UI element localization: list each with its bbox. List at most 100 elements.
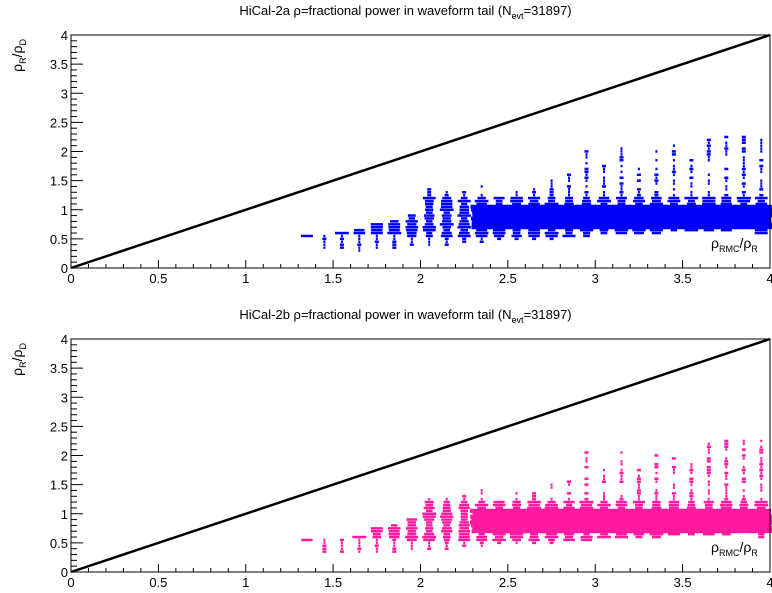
data-point [443, 211, 450, 214]
data-point [619, 176, 624, 179]
data-point [577, 511, 596, 516]
x-tick-label: 4 [766, 575, 772, 590]
data-point [528, 228, 540, 232]
data-point [620, 477, 623, 480]
data-point [749, 213, 772, 218]
data-point [600, 500, 608, 504]
data-point [422, 512, 437, 515]
data-point [751, 508, 771, 513]
data-point [585, 156, 588, 159]
data-point [584, 451, 589, 454]
data-point [687, 199, 695, 203]
data-point [672, 179, 675, 182]
data-point [354, 228, 365, 232]
data-point [558, 529, 580, 534]
data-point [739, 506, 748, 510]
data-point [442, 509, 451, 513]
data-point [580, 535, 593, 539]
data-point [672, 159, 675, 162]
data-point [697, 514, 721, 519]
data-point [581, 202, 592, 206]
data-point [598, 196, 610, 200]
data-point [758, 535, 765, 539]
data-point [393, 541, 396, 545]
data-point [322, 237, 327, 241]
data-point [760, 179, 763, 182]
data-point [425, 205, 433, 209]
data-point [540, 222, 563, 227]
data-point [654, 179, 659, 182]
data-point [750, 526, 772, 531]
data-point [698, 219, 720, 224]
data-point [699, 204, 718, 209]
data-point [733, 514, 754, 519]
x-tick-label: 0.5 [149, 271, 167, 286]
data-column [504, 492, 529, 545]
data-point [507, 222, 526, 227]
chart-title-text: HiCal-2b ρ=fractional power in waveform … [239, 307, 511, 322]
data-point [476, 202, 487, 206]
data-point [550, 179, 553, 182]
data-point [579, 506, 594, 510]
data-point [734, 517, 753, 522]
data-point [541, 204, 563, 209]
data-point [529, 535, 539, 539]
chart-title: HiCal-2b ρ=fractional power in waveform … [239, 307, 571, 325]
data-point [445, 544, 448, 547]
data-column [609, 451, 634, 539]
data-point [635, 202, 643, 206]
data-point [545, 234, 558, 238]
data-point [460, 518, 468, 521]
data-point [627, 526, 651, 531]
data-point [584, 483, 589, 486]
data-point [489, 216, 510, 221]
data-point [681, 520, 702, 525]
data-point [582, 199, 591, 203]
data-point [699, 517, 719, 522]
data-point [579, 228, 594, 232]
data-point [457, 199, 471, 203]
data-point [721, 532, 731, 536]
data-point [352, 535, 367, 539]
data-point [375, 547, 378, 550]
data-point [340, 544, 343, 547]
data-point [654, 173, 659, 176]
data-point [524, 517, 544, 522]
data-point [425, 503, 434, 507]
data-point [742, 159, 745, 162]
y-axis-label-divider: /ρ [9, 45, 25, 57]
data-point [375, 246, 378, 249]
data-point [706, 457, 711, 460]
data-point [471, 219, 492, 224]
data-point [724, 176, 729, 179]
data-point [603, 191, 605, 194]
data-point [668, 196, 680, 200]
data-point [757, 199, 765, 203]
data-point [358, 237, 361, 241]
data-point [742, 457, 745, 460]
data-point [565, 231, 573, 235]
data-point [706, 445, 711, 448]
data-point [635, 535, 643, 539]
data-point [681, 222, 702, 227]
data-point [504, 219, 529, 224]
data-point [633, 532, 645, 536]
x-tick-label: 0 [67, 575, 74, 590]
data-point [603, 495, 605, 498]
data-point [620, 185, 623, 188]
data-point [707, 474, 710, 478]
data-point [611, 225, 632, 230]
data-point [671, 457, 676, 460]
data-point [689, 176, 694, 179]
data-point [506, 514, 527, 519]
data-point [603, 477, 605, 480]
data-point [697, 508, 721, 513]
data-point [633, 199, 645, 203]
data-point [461, 202, 468, 206]
data-point [372, 535, 382, 539]
data-point [388, 223, 401, 226]
data-point [442, 196, 452, 200]
data-point [370, 527, 383, 530]
chart-title: HiCal-2a ρ=fractional power in waveform … [239, 3, 571, 21]
data-column [749, 439, 772, 539]
